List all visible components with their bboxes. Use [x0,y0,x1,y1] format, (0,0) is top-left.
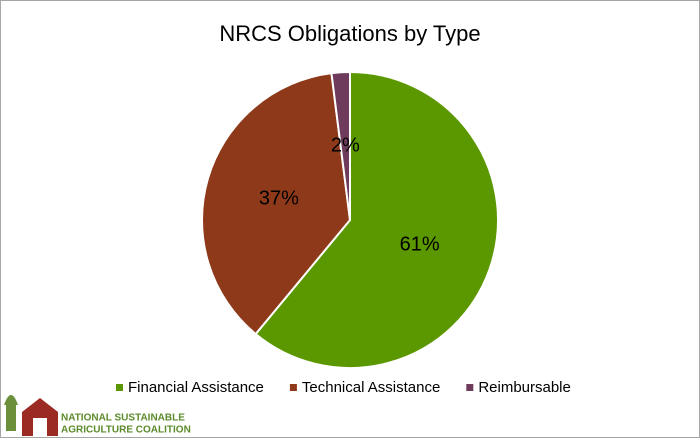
logo-barn-door [33,418,47,436]
legend-label: Financial Assistance [128,379,264,396]
legend-label: Technical Assistance [302,379,440,396]
legend-swatch [289,384,297,391]
logo-dome-top [4,395,18,405]
pie: 61% 37% 2% [201,70,499,369]
legend-swatch [116,384,123,391]
chart-title: NRCS Obligations by Type [219,21,480,46]
logo-text: NATIONAL SUSTAINABLE [61,413,185,424]
pie-slice [254,70,499,369]
pie-slice [330,70,351,221]
legend-label: Reimbursable [478,379,571,396]
pie-slice [201,72,352,336]
logo-text: AGRICULTURE COALITION [61,425,191,436]
logo-barn [22,398,58,436]
logo: NATIONAL SUSTAINABLE AGRICULTURE COALITI… [4,395,191,436]
legend-swatch [466,384,474,391]
data-label: 61% [400,233,440,255]
data-label: 2% [331,134,360,156]
data-label: 37% [259,188,299,210]
logo-dome [6,405,16,431]
legend: Financial Assistance Technical Assistance… [116,379,571,396]
